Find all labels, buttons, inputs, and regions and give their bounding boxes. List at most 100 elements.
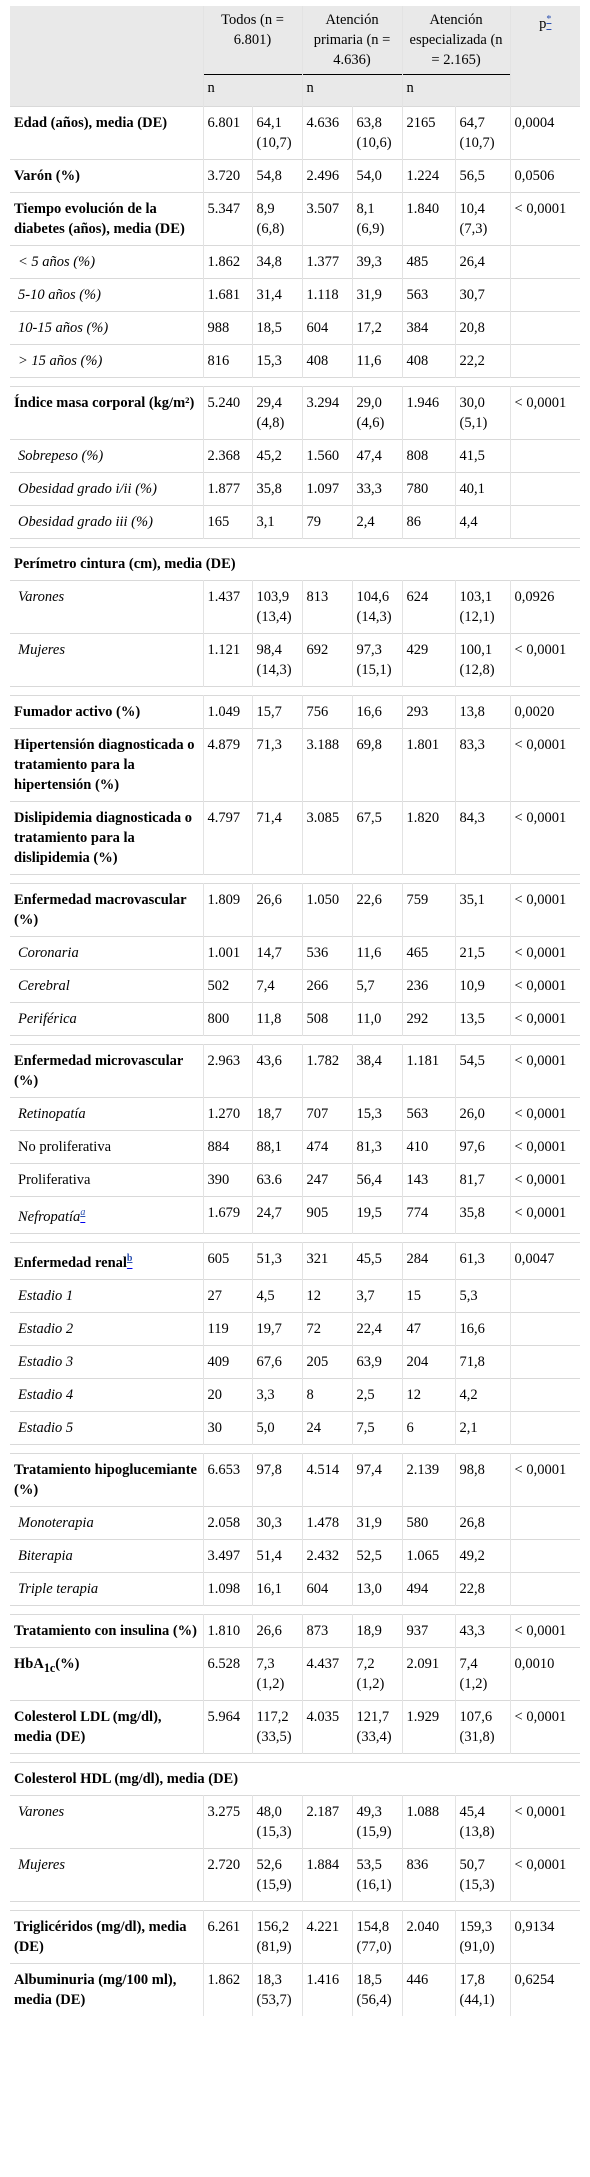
cell-v3: 20,8 xyxy=(455,311,511,345)
row-label-text: Edad (años), media (DE) xyxy=(14,115,168,131)
row-label-text: Enfermedad microvascular (%) xyxy=(14,1053,184,1089)
cell-n1: 2.720 xyxy=(203,1847,253,1902)
cell-n1: 1.862 xyxy=(203,1962,253,2016)
cell-n3: 1.181 xyxy=(402,1044,456,1098)
cell-v3: 71,8 xyxy=(455,1344,511,1379)
cell-v1: 43,6 xyxy=(252,1044,303,1098)
cell-v1: 8,9 (6,8) xyxy=(252,192,303,246)
header-p-footnote-link[interactable]: * xyxy=(546,14,551,32)
cell-n3: 937 xyxy=(402,1613,456,1648)
row-label-text: Dislipidemia diagnosticada o tratamiento… xyxy=(14,810,193,866)
cell-p: < 0,0001 xyxy=(510,728,581,802)
cell-n3: 2.091 xyxy=(402,1646,456,1701)
row-label: Enfermedad renalb xyxy=(10,1241,204,1280)
cell-n1: 605 xyxy=(203,1241,253,1280)
cell-p: < 0,0001 xyxy=(510,1196,581,1234)
row-label: Tratamiento con insulina (%) xyxy=(10,1613,204,1648)
table-row: Obesidad grado i/ii (%) 1.877 35,8 1.097 33,… xyxy=(10,472,581,506)
row-label: Triglicéridos (mg/dl), media (DE) xyxy=(10,1909,204,1964)
cell-v3: 103,1 (12,1) xyxy=(455,580,511,634)
cell-p xyxy=(510,311,581,345)
cell-v2: 63,9 xyxy=(352,1344,403,1379)
row-label: Tratamiento hipoglucemiante (%) xyxy=(10,1452,204,1507)
cell-n3: 836 xyxy=(402,1847,456,1902)
cell-n2: 604 xyxy=(302,1571,353,1606)
row-label-text: Triple terapia xyxy=(18,1580,99,1597)
cell-p: < 0,0001 xyxy=(510,1002,581,1036)
cell-n2: 604 xyxy=(302,311,353,345)
table-row: HbA1c(%) 6.528 7,3 (1,2) 4.437 7,2 (1,2) 2.09… xyxy=(10,1646,581,1701)
cell-n1: 1.270 xyxy=(203,1097,253,1131)
cell-n2: 24 xyxy=(302,1410,353,1445)
table-header: Todos (n = 6.801) Atención primaria (n =… xyxy=(10,6,581,107)
cell-v3: 43,3 xyxy=(455,1613,511,1648)
subheader-n-especializada: n xyxy=(402,74,511,107)
cell-n2: 1.560 xyxy=(302,439,353,473)
table-row: No proliferativa 884 88,1 474 81,3 410 97,6 < 0… xyxy=(10,1130,581,1164)
cell-n2: 72 xyxy=(302,1311,353,1346)
cell-v3: 83,3 xyxy=(455,728,511,802)
cell-v2: 69,8 xyxy=(352,728,403,802)
cell-n3: 759 xyxy=(402,883,456,937)
cell-n3: 1.224 xyxy=(402,159,456,193)
cell-v1: 5,0 xyxy=(252,1410,303,1445)
cell-v1: 88,1 xyxy=(252,1130,303,1164)
cell-v1: 64,1 (10,7) xyxy=(252,106,303,160)
footnote-link[interactable]: b xyxy=(126,1252,133,1271)
row-label-text: Tratamiento con insulina (%) xyxy=(14,1622,197,1639)
cell-p xyxy=(510,1410,581,1445)
row-label: Enfermedad microvascular (%) xyxy=(10,1044,204,1098)
cell-p: < 0,0001 xyxy=(510,1613,581,1648)
cell-n1: 1.877 xyxy=(203,472,253,506)
row-label-text: Periférica xyxy=(18,1011,77,1027)
cell-p: < 0,0001 xyxy=(510,192,581,246)
footnote-link[interactable]: a xyxy=(80,1207,85,1225)
cell-v1: 45,2 xyxy=(252,439,303,473)
table-row: Colesterol LDL (mg/dl), media (DE) 5.964 1… xyxy=(10,1699,581,1754)
cell-v1: 3,1 xyxy=(252,505,303,539)
cell-v3: 5,3 xyxy=(455,1278,511,1313)
cell-p: < 0,0001 xyxy=(510,1452,581,1507)
cell-v3: 100,1 (12,8) xyxy=(455,633,511,687)
row-label: Biterapia xyxy=(10,1538,204,1573)
cell-v2: 2,5 xyxy=(352,1377,403,1412)
cell-p xyxy=(510,1538,581,1573)
row-label: Perímetro cintura (cm), media (DE) xyxy=(10,547,581,581)
cell-n1: 502 xyxy=(203,969,253,1003)
cell-n2: 707 xyxy=(302,1097,353,1131)
cell-n3: 494 xyxy=(402,1571,456,1606)
table-row: Albuminuria (mg/100 ml), media (DE) 1.862… xyxy=(10,1962,581,2016)
cell-n3: 1.946 xyxy=(402,386,456,440)
cell-v1: 71,3 xyxy=(252,728,303,802)
cell-n2: 12 xyxy=(302,1278,353,1313)
cell-n3: 563 xyxy=(402,278,456,312)
header-blank xyxy=(10,6,204,75)
cell-v2: 97,4 xyxy=(352,1452,403,1507)
cell-v2: 8,1 (6,9) xyxy=(352,192,403,246)
cell-p: 0,0506 xyxy=(510,159,581,193)
cell-v1: 54,8 xyxy=(252,159,303,193)
cell-v2: 29,0 (4,6) xyxy=(352,386,403,440)
row-label: Enfermedad macrovascular (%) xyxy=(10,883,204,937)
cell-n1: 1.862 xyxy=(203,245,253,279)
cell-n3: 47 xyxy=(402,1311,456,1346)
cell-v3: 30,0 (5,1) xyxy=(455,386,511,440)
cell-p: < 0,0001 xyxy=(510,1097,581,1131)
cell-v1: 15,3 xyxy=(252,344,303,378)
cell-n3: 12 xyxy=(402,1377,456,1412)
cell-v1: 16,1 xyxy=(252,1571,303,1606)
cell-v3: 13,5 xyxy=(455,1002,511,1036)
table-row: Varones 3.275 48,0 (15,3) 2.187 49,3 (15,9) 1… xyxy=(10,1794,581,1849)
separator-cell xyxy=(10,1900,581,1911)
table-row: Mujeres 2.720 52,6 (15,9) 1.884 53,5 (16,1) 8… xyxy=(10,1847,581,1902)
row-label-text: Estadio 5 xyxy=(18,1419,74,1436)
cell-v1: 11,8 xyxy=(252,1002,303,1036)
cell-n3: 429 xyxy=(402,633,456,687)
cell-n3: 465 xyxy=(402,936,456,970)
footnote-marker: b xyxy=(126,1252,133,1264)
separator-cell xyxy=(10,1232,581,1243)
cell-n1: 1.681 xyxy=(203,278,253,312)
row-label-text: No proliferativa xyxy=(18,1139,112,1155)
cell-v1: 63.6 xyxy=(252,1163,303,1197)
row-label: Estadio 3 xyxy=(10,1344,204,1379)
